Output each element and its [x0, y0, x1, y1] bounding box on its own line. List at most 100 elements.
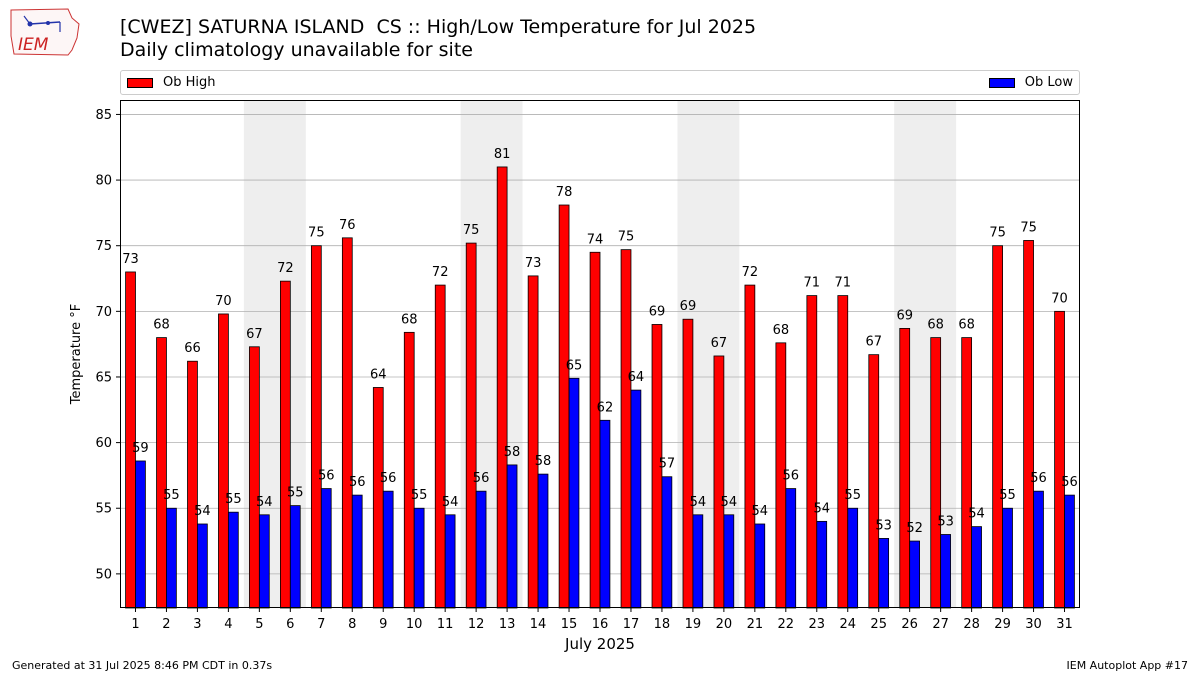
- label-low: 54: [256, 495, 273, 510]
- y-tick-label: 50: [95, 567, 112, 582]
- label-low: 58: [504, 445, 521, 460]
- y-tick-label: 85: [95, 108, 112, 123]
- x-tick-label: 1: [131, 617, 139, 632]
- bar-low: [816, 520, 828, 609]
- label-low: 64: [628, 370, 645, 385]
- label-high: 67: [865, 335, 882, 350]
- x-tick-label: 13: [499, 617, 516, 632]
- plot-frame: [120, 100, 1080, 608]
- label-low: 56: [1030, 471, 1047, 486]
- label-low: 56: [349, 475, 366, 490]
- bar-low: [785, 488, 797, 609]
- label-low: 54: [690, 495, 707, 510]
- x-tick-label: 19: [685, 617, 702, 632]
- label-high: 73: [525, 256, 542, 271]
- bar-high: [372, 387, 384, 609]
- y-tick-label: 75: [95, 239, 112, 254]
- x-tick-label: 22: [778, 617, 795, 632]
- bar-high: [589, 251, 601, 609]
- generated-timestamp: Generated at 31 Jul 2025 8:46 PM CDT in …: [12, 659, 273, 672]
- label-high: 75: [989, 226, 1006, 241]
- bar-low: [444, 514, 456, 609]
- label-low: 57: [659, 457, 676, 472]
- label-high: 72: [277, 261, 294, 276]
- bar-low: [475, 490, 487, 609]
- label-high: 81: [494, 147, 511, 162]
- label-low: 54: [442, 495, 459, 510]
- x-tick-label: 12: [468, 617, 485, 632]
- bar-low: [351, 494, 363, 609]
- x-tick-label: 14: [530, 617, 547, 632]
- label-high: 71: [835, 276, 852, 291]
- bar-high: [187, 360, 198, 609]
- label-high: 66: [184, 341, 201, 356]
- x-tick-label: 10: [406, 617, 423, 632]
- bar-high: [992, 245, 1003, 609]
- label-high: 75: [308, 226, 325, 241]
- bar-low: [135, 460, 146, 609]
- bar-high: [620, 249, 632, 609]
- x-tick-label: 3: [193, 617, 201, 632]
- bar-low: [197, 523, 208, 609]
- app-credit: IEM Autoplot App #17: [1066, 659, 1189, 672]
- chart-subtitle: Daily climatology unavailable for site: [120, 39, 473, 61]
- x-tick-label: 23: [809, 617, 826, 632]
- bar-low: [878, 538, 890, 609]
- label-low: 55: [844, 488, 861, 503]
- label-high: 75: [618, 230, 635, 245]
- chart-legend: Ob High Ob Low: [120, 70, 1080, 95]
- legend-item-high: Ob High: [127, 75, 216, 90]
- label-high: 70: [215, 294, 232, 309]
- label-high: 68: [401, 312, 418, 327]
- x-tick-label: 17: [623, 617, 640, 632]
- label-low: 55: [411, 488, 428, 503]
- label-low: 54: [752, 504, 769, 519]
- label-low: 56: [380, 471, 397, 486]
- bar-low: [847, 507, 859, 609]
- bar-low: [166, 507, 177, 609]
- label-low: 65: [566, 358, 583, 373]
- label-high: 67: [246, 327, 263, 342]
- bar-high: [899, 328, 911, 609]
- label-low: 56: [473, 471, 490, 486]
- bar-low: [723, 514, 735, 609]
- bar-high: [125, 271, 136, 609]
- label-high: 68: [773, 323, 790, 338]
- bar-low: [568, 377, 580, 609]
- bar-high: [682, 318, 694, 609]
- bar-high: [806, 295, 818, 609]
- bar-high: [868, 354, 880, 609]
- x-tick-label: 8: [348, 617, 356, 632]
- bar-high: [961, 337, 973, 609]
- x-axis-label: July 2025: [564, 635, 635, 653]
- label-low: 56: [318, 469, 335, 484]
- bar-low: [537, 473, 549, 609]
- x-tick-label: 20: [716, 617, 733, 632]
- bar-low: [320, 488, 332, 609]
- legend-swatch-high: [127, 77, 153, 88]
- x-tick-label: 6: [286, 617, 294, 632]
- label-low: 55: [287, 486, 304, 501]
- legend-item-low: Ob Low: [988, 75, 1073, 90]
- bar-low: [971, 526, 982, 609]
- bar-low: [940, 534, 951, 609]
- iem-logo: IEM: [10, 8, 80, 56]
- label-high: 70: [1051, 291, 1068, 306]
- bar-high: [496, 166, 508, 609]
- x-tick-label: 16: [592, 617, 609, 632]
- label-high: 72: [742, 265, 759, 280]
- legend-label-low: Ob Low: [1024, 75, 1073, 90]
- label-low: 54: [813, 501, 830, 516]
- label-low: 56: [782, 469, 799, 484]
- x-tick-label: 28: [963, 617, 980, 632]
- label-high: 68: [927, 318, 944, 333]
- bar-high: [341, 237, 353, 609]
- label-low: 53: [937, 514, 954, 529]
- label-high: 78: [556, 185, 573, 200]
- label-low: 58: [535, 454, 552, 469]
- y-tick-label: 70: [95, 305, 112, 320]
- label-low: 52: [906, 521, 923, 536]
- label-high: 64: [370, 367, 387, 382]
